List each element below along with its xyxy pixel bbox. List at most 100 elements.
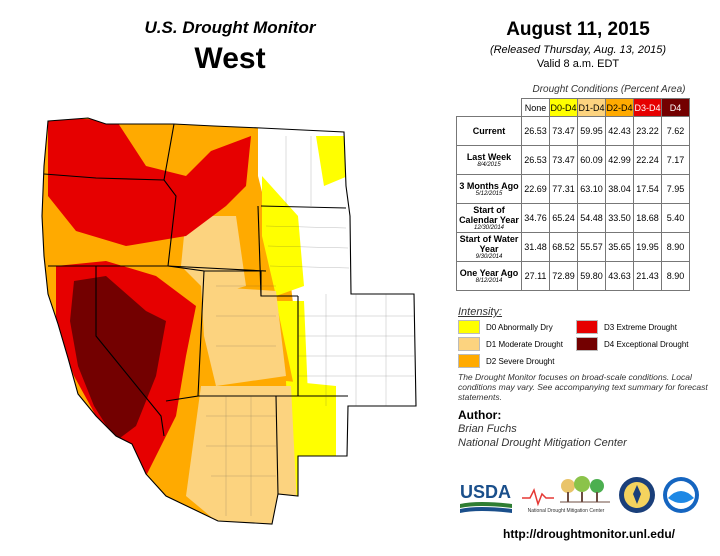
legend-swatch	[576, 337, 598, 351]
cell: 38.04	[605, 174, 634, 204]
cell: 59.80	[577, 261, 606, 291]
cell: 72.89	[549, 261, 578, 291]
cell: 23.22	[633, 116, 662, 146]
usda-logo: USDA	[460, 482, 512, 513]
legend-title: Intensity:	[458, 306, 503, 318]
col-d1-d4: D1-D4	[577, 98, 606, 117]
table-corner	[457, 99, 522, 117]
cell: 22.24	[633, 145, 662, 175]
disclaimer-note: The Drought Monitor focuses on broad-sca…	[458, 372, 708, 402]
table-title: Drought Conditions (Percent Area)	[532, 84, 686, 95]
cell: 33.50	[605, 203, 634, 233]
d1-idaho	[181, 216, 246, 296]
d1-arizona	[186, 386, 298, 524]
cell: 7.62	[661, 116, 690, 146]
table-header-row: None D0-D4 D1-D4 D2-D4 D3-D4 D4	[457, 98, 690, 117]
cell: 27.11	[521, 261, 550, 291]
cell: 8.90	[661, 261, 690, 291]
state-boundaries	[41, 117, 417, 525]
legend-swatch	[458, 337, 480, 351]
row-label: 3 Months Ago 5/12/2015	[456, 174, 522, 204]
d0-montana-east	[316, 136, 348, 186]
cell: 31.48	[521, 232, 550, 262]
cell: 35.65	[605, 232, 634, 262]
table-row: Start of Calendar Year 12/30/2014 34.76 6…	[456, 203, 690, 233]
cell: 7.95	[661, 174, 690, 204]
cell: 43.63	[605, 261, 634, 291]
cell: 54.48	[577, 203, 606, 233]
cell: 60.09	[577, 145, 606, 175]
cell: 19.95	[633, 232, 662, 262]
cell: 65.24	[549, 203, 578, 233]
cell: 77.31	[549, 174, 578, 204]
legend-label: D2 Severe Drought	[486, 356, 555, 366]
author-heading: Author:	[458, 408, 502, 422]
valid-time: Valid 8 a.m. EDT	[536, 58, 620, 70]
none-colorado	[291, 286, 416, 416]
cell: 63.10	[577, 174, 606, 204]
legend-item-d1: D1 Moderate Drought	[458, 337, 563, 351]
drought-map	[41, 117, 417, 525]
row-label: Start of Calendar Year 12/30/2014	[456, 203, 522, 233]
ndmc-logo-text: National Drought Mitigation Center	[528, 508, 605, 514]
legend-item-d4: D4 Exceptional Drought	[576, 337, 689, 351]
commerce-seal-icon	[619, 477, 655, 513]
cell: 21.43	[633, 261, 662, 291]
cell: 22.69	[521, 174, 550, 204]
cell: 26.53	[521, 145, 550, 175]
cell: 7.17	[661, 145, 690, 175]
cell: 17.54	[633, 174, 662, 204]
legend-label: D3 Extreme Drought	[604, 322, 677, 332]
legend-label: D1 Moderate Drought	[486, 339, 563, 349]
d1-utah	[201, 286, 286, 386]
usda-logo-text: USDA	[460, 482, 511, 502]
row-label: One Year Ago 8/12/2014	[456, 261, 522, 291]
legend-swatch	[576, 320, 598, 334]
region-title: West	[194, 42, 266, 75]
col-d3-d4: D3-D4	[633, 98, 662, 117]
d3-pacific-northwest	[48, 118, 251, 246]
map-title: U.S. Drought Monitor	[144, 18, 316, 37]
drought-table: None D0-D4 D1-D4 D2-D4 D3-D4 D4 Current …	[456, 98, 690, 291]
cell: 18.68	[633, 203, 662, 233]
release-date: (Released Thursday, Aug. 13, 2015)	[489, 44, 667, 56]
cell: 34.76	[521, 203, 550, 233]
row-label: Last Week 8/4/2015	[456, 145, 522, 175]
cell: 73.47	[549, 116, 578, 146]
table-row: Start of Water Year 9/30/2014 31.48 68.52…	[456, 232, 690, 262]
cell: 59.95	[577, 116, 606, 146]
table-row: Current 26.53 73.47 59.95 42.43 23.22 7.…	[456, 116, 690, 146]
county-lines	[206, 136, 414, 516]
author-org: National Drought Mitigation Center	[458, 437, 627, 449]
d0-colorado-west	[276, 301, 308, 396]
table-row: One Year Ago 8/12/2014 27.11 72.89 59.80 …	[456, 261, 690, 291]
d4-california-nevada	[70, 276, 166, 441]
cell: 26.53	[521, 116, 550, 146]
cell: 8.90	[661, 232, 690, 262]
col-d4: D4	[661, 98, 690, 117]
map-date: August 11, 2015	[506, 19, 650, 40]
legend-swatch	[458, 354, 480, 368]
cell: 55.57	[577, 232, 606, 262]
cell: 5.40	[661, 203, 690, 233]
row-label: Current	[456, 116, 522, 146]
legend-item-d0: D0 Abnormally Dry	[458, 320, 553, 334]
row-label: Start of Water Year 9/30/2014	[456, 232, 522, 262]
legend-item-d3: D3 Extreme Drought	[576, 320, 677, 334]
noaa-logo-icon	[663, 477, 699, 513]
cell: 68.52	[549, 232, 578, 262]
col-d2-d4: D2-D4	[605, 98, 634, 117]
table-row: Last Week 8/4/2015 26.53 73.47 60.09 42.9…	[456, 145, 690, 175]
cell: 42.99	[605, 145, 634, 175]
cell: 73.47	[549, 145, 578, 175]
col-none: None	[521, 98, 550, 117]
legend-label: D4 Exceptional Drought	[604, 339, 689, 349]
author-name: Brian Fuchs	[458, 423, 517, 435]
legend-label: D0 Abnormally Dry	[486, 322, 553, 332]
legend-item-d2: D2 Severe Drought	[458, 354, 554, 368]
ndmc-logo: National Drought Mitigation Center	[522, 476, 610, 514]
legend-swatch	[458, 320, 480, 334]
col-d0-d4: D0-D4	[549, 98, 578, 117]
website-url[interactable]: http://droughtmonitor.unl.edu/	[503, 527, 675, 541]
table-row: 3 Months Ago 5/12/2015 22.69 77.31 63.10 …	[456, 174, 690, 204]
